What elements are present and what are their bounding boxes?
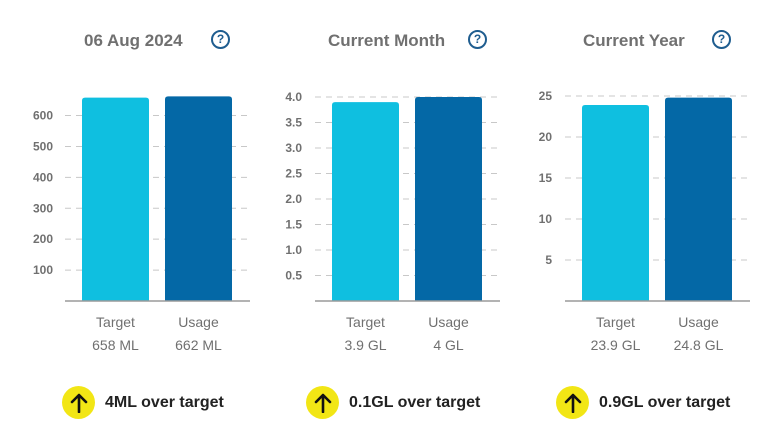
help-icon[interactable]: ? (468, 30, 487, 49)
y-tick-label: 2.0 (285, 192, 302, 206)
y-tick-label: 15 (539, 171, 553, 185)
category-label: Usage (428, 314, 469, 330)
panel-daily: 06 Aug 2024 ? 100 200 300 400 500 600 Target 65… (0, 0, 258, 444)
page-title: 06 Aug 2024 (84, 31, 183, 50)
bar-target (82, 97, 149, 301)
y-tick-label: 100 (33, 263, 53, 277)
summary-row: 0.1GL over target (306, 386, 480, 419)
value-label: 23.9 GL (591, 337, 641, 353)
value-label: 662 ML (175, 337, 222, 353)
bar-chart: 0.5 1.0 1.5 2.0 2.5 3.0 3.5 4.0 Target 3.9 GL Usag… (285, 90, 500, 353)
bar-usage (415, 97, 482, 301)
y-tick-label: 400 (33, 170, 53, 184)
panel-month: Current Month ? 0.5 1.0 1.5 2.0 2.5 3.0 3.5 4.0… (258, 0, 508, 444)
summary-row: 0.9GL over target (556, 386, 730, 419)
y-tick-label: 5 (545, 253, 552, 267)
y-tick-label: 3.5 (285, 116, 302, 130)
category-label: Usage (678, 314, 719, 330)
arrow-up-icon (556, 386, 589, 419)
y-tick-label: 4.0 (285, 90, 302, 104)
y-tick-label: 2.5 (285, 167, 302, 181)
category-label: Target (346, 314, 385, 330)
summary-text: 4ML over target (105, 393, 224, 411)
bar-target (582, 105, 649, 302)
bar-chart: 100 200 300 400 500 600 Target 658 ML Usage 662 M… (33, 96, 250, 353)
summary-row: 4ML over target (62, 386, 224, 419)
y-tick-label: 3.0 (285, 141, 302, 155)
arrow-up-icon (306, 386, 339, 419)
help-icon[interactable]: ? (712, 30, 731, 49)
category-label: Usage (178, 314, 219, 330)
value-label: 4 GL (433, 337, 464, 353)
panel-year: Current Year ? 5 10 15 20 25 Target 23.9 GL Usa… (508, 0, 775, 444)
bar-usage (665, 97, 732, 301)
y-tick-label: 1.0 (285, 243, 302, 257)
y-tick-label: 500 (33, 139, 53, 153)
y-tick-label: 10 (539, 212, 553, 226)
page-title: Current Month (328, 31, 446, 50)
y-tick-label: 1.5 (285, 218, 302, 232)
y-tick-label: 600 (33, 109, 53, 123)
y-tick-label: 200 (33, 232, 53, 246)
value-label: 3.9 GL (344, 337, 386, 353)
bar-target (332, 102, 399, 301)
category-label: Target (596, 314, 635, 330)
summary-text: 0.1GL over target (349, 393, 481, 411)
y-tick-label: 0.5 (285, 269, 302, 283)
summary-text: 0.9GL over target (599, 393, 731, 411)
y-tick-label: 25 (539, 89, 553, 103)
y-tick-label: 20 (539, 130, 553, 144)
arrow-up-icon (62, 386, 95, 419)
bar-chart: 5 10 15 20 25 Target 23.9 GL Usage 24.8 GL (539, 89, 750, 353)
category-label: Target (96, 314, 135, 330)
value-label: 24.8 GL (674, 337, 724, 353)
value-label: 658 ML (92, 337, 139, 353)
page-title: Current Year (583, 31, 685, 50)
bar-usage (165, 96, 232, 301)
y-tick-label: 300 (33, 201, 53, 215)
help-icon[interactable]: ? (211, 30, 230, 49)
